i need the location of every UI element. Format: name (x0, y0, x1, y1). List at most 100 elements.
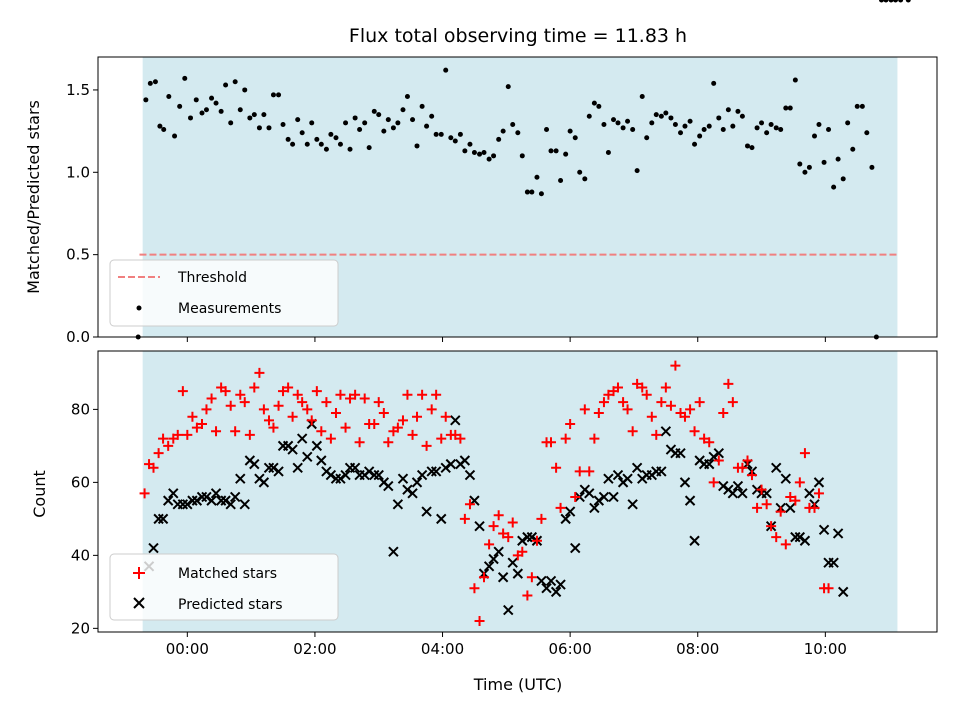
matched-star-point (350, 389, 361, 400)
measurement-point (295, 117, 301, 123)
matched-star-point (493, 510, 504, 521)
measurement-point (347, 146, 353, 152)
measurement-point (443, 67, 449, 73)
measurement-point (199, 110, 205, 116)
predicted-star-point (426, 466, 437, 477)
matched-star-point (551, 462, 562, 473)
predicted-star-point (153, 513, 164, 525)
predicted-star-point (818, 524, 830, 536)
predicted-star-point (564, 506, 576, 517)
x-tick-label: 10:00 (804, 640, 847, 658)
matched-star-point (474, 616, 485, 627)
predicted-star-point (335, 473, 346, 484)
predicted-star-point (292, 462, 303, 473)
matched-star-point (440, 411, 451, 422)
matched-star-point (354, 437, 365, 448)
measurement-point (452, 138, 458, 144)
measurement-point (759, 120, 765, 126)
measurement-point (467, 141, 473, 147)
x-tick-label: 08:00 (676, 640, 719, 658)
predicted-star-point (474, 520, 485, 532)
predicted-star-point (517, 535, 528, 546)
matched-star-point (450, 429, 461, 440)
measurement-point (385, 117, 391, 123)
matched-star-point (431, 389, 442, 400)
matched-star-point (593, 408, 604, 419)
matched-star-point (263, 415, 274, 426)
predicted-star-point (311, 440, 323, 452)
predicted-star-point (675, 447, 686, 459)
matched-star-point (230, 426, 241, 437)
predicted-star-point (589, 502, 600, 514)
legend-predicted-swatch (133, 597, 145, 609)
predicted-star-point (177, 499, 189, 510)
predicted-star-point (273, 466, 284, 477)
matched-star-point (402, 389, 413, 400)
matched-star-point (196, 418, 207, 429)
matched-star-point (287, 411, 298, 422)
bottom-legend-box (109, 553, 339, 621)
predicted-star-point (512, 568, 524, 579)
predicted-star-point (436, 513, 447, 525)
predicted-star-point (168, 488, 179, 499)
matched-star-point (345, 393, 356, 404)
top-points-layer (135, 0, 911, 340)
matched-star-point (775, 506, 786, 517)
measurement-point (228, 120, 234, 126)
matched-star-point (627, 426, 638, 437)
predicted-star-point (593, 495, 605, 506)
matched-star-point (637, 382, 648, 393)
predicted-star-point (459, 455, 471, 466)
predicted-star-point (196, 491, 208, 503)
matched-star-point (273, 400, 284, 411)
measurement-point (529, 189, 535, 195)
y-tick-label: 1.0 (66, 163, 90, 181)
measurement-point (519, 153, 525, 159)
measurement-point (491, 153, 497, 159)
measurement-point (256, 125, 262, 131)
predicted-star-point (612, 469, 624, 481)
measurement-point (749, 145, 755, 151)
measurement-point (783, 105, 789, 111)
matched-star-point (660, 382, 671, 393)
y-tick-label: 80 (71, 400, 90, 418)
predicted-star-point (340, 469, 351, 481)
matched-star-point (503, 532, 514, 543)
matched-star-point (311, 386, 322, 397)
matched-star-point (340, 422, 351, 433)
predicted-star-point (206, 495, 217, 506)
measurement-point (821, 159, 827, 165)
y-tick-label: 0.5 (66, 246, 90, 264)
measurement-point (534, 174, 540, 180)
measurement-point (242, 87, 248, 93)
measurement-point (424, 123, 430, 129)
measurement-point (161, 126, 167, 132)
measurement-point (625, 118, 631, 124)
matched-star-point (172, 429, 183, 440)
predicted-star-point (584, 488, 595, 499)
measurement-point (524, 189, 530, 195)
matched-star-point (469, 583, 480, 594)
measurement-point (649, 120, 655, 126)
matched-star-point (359, 393, 370, 404)
matched-star-point (325, 433, 336, 444)
matched-star-point (598, 397, 609, 408)
top-legend: Threshold Measurements (109, 259, 339, 327)
measurement-point (591, 100, 597, 106)
measurement-point (166, 94, 172, 100)
predicted-star-point (660, 426, 672, 437)
predicted-star-point (235, 473, 246, 484)
matched-star-point (756, 484, 767, 495)
matched-star-point (436, 433, 447, 444)
predicted-star-point (497, 572, 509, 583)
matched-star-point (383, 437, 394, 448)
measurement-point (859, 103, 865, 109)
matched-star-point (766, 521, 777, 532)
matched-star-point (153, 448, 164, 459)
measurement-point (567, 128, 573, 134)
predicted-star-point (330, 473, 342, 484)
matched-star-point (560, 433, 571, 444)
measurement-point (672, 122, 678, 128)
predicted-star-point (503, 604, 514, 616)
